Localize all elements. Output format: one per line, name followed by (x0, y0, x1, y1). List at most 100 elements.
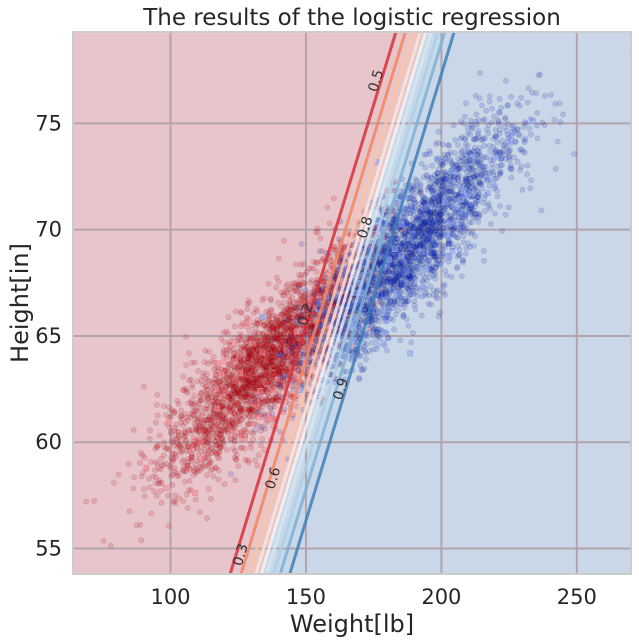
female-point (225, 314, 232, 321)
male-square-point (451, 204, 458, 211)
male-point (486, 93, 493, 100)
male-point (426, 150, 433, 157)
male-point (454, 263, 461, 270)
female-square-point (259, 356, 266, 363)
female-point (232, 477, 239, 484)
male-point (421, 151, 428, 158)
female-point (223, 446, 230, 453)
female-point (247, 409, 254, 416)
female-region (73, 32, 426, 574)
female-point (136, 459, 143, 466)
female-point (171, 464, 178, 471)
male-point (442, 292, 449, 299)
male-point (539, 119, 546, 126)
male-point (518, 163, 525, 170)
female-point (164, 492, 171, 499)
male-point (255, 408, 262, 415)
female-point (171, 497, 178, 504)
male-point (427, 273, 434, 280)
female-point (215, 413, 222, 420)
female-point (252, 384, 259, 391)
female-point (107, 542, 114, 549)
female-point (270, 312, 277, 319)
female-point (141, 493, 148, 500)
female-point (266, 322, 273, 329)
male-square-point (420, 284, 427, 291)
female-point (281, 237, 288, 244)
female-point (245, 356, 252, 363)
female-point (244, 347, 251, 354)
female-point (216, 399, 223, 406)
male-point (429, 199, 436, 206)
female-point (237, 308, 244, 315)
female-point (202, 436, 209, 443)
female-point (273, 329, 280, 336)
female-point (204, 444, 211, 451)
female-point (174, 469, 181, 476)
female-point (215, 423, 222, 430)
female-square-point (201, 427, 208, 434)
female-point (161, 439, 168, 446)
female-point (294, 313, 301, 320)
male-point (471, 135, 478, 142)
female-point (137, 449, 144, 456)
male-point (261, 425, 268, 432)
male-point (473, 111, 480, 118)
male-point (484, 126, 491, 133)
male-point (494, 187, 501, 194)
female-point (175, 400, 182, 407)
male-point (316, 248, 323, 255)
female-point (252, 400, 259, 407)
female-point (238, 432, 245, 439)
female-point (204, 515, 211, 522)
female-point (261, 295, 268, 302)
female-point (274, 322, 281, 329)
male-point (502, 77, 509, 84)
female-point (256, 405, 263, 412)
female-point (208, 495, 215, 502)
male-point (467, 175, 474, 182)
female-point (228, 417, 235, 424)
female-point (285, 312, 292, 319)
female-point (221, 392, 228, 399)
male-point (426, 184, 433, 191)
female-point (202, 392, 209, 399)
male-point (445, 258, 452, 265)
female-point (285, 307, 292, 314)
female-point (88, 579, 93, 584)
female-point (202, 430, 209, 437)
male-point (458, 220, 465, 227)
male-point (418, 207, 425, 214)
female-point (276, 368, 283, 375)
female-point (209, 466, 216, 473)
female-point (237, 391, 244, 398)
male-point (403, 222, 410, 229)
female-point (298, 271, 305, 278)
female-point (183, 385, 190, 392)
female-point (267, 361, 274, 368)
female-point (244, 383, 251, 390)
female-point (268, 380, 275, 387)
female-point (303, 269, 310, 276)
female-point (183, 361, 190, 368)
male-point (440, 182, 447, 189)
female-point (262, 324, 269, 331)
male-point (447, 182, 454, 189)
female-point (275, 299, 282, 306)
female-point (240, 384, 247, 391)
male-point (419, 277, 426, 284)
male-point (497, 155, 504, 162)
male-point (560, 111, 567, 118)
female-point (246, 348, 253, 355)
male-point (519, 186, 526, 193)
female-point (231, 422, 238, 429)
female-point (243, 394, 250, 401)
female-point (254, 379, 261, 386)
male-point (395, 307, 402, 314)
male-point (363, 350, 370, 357)
female-point (317, 235, 324, 242)
female-point (181, 478, 188, 485)
female-point (213, 394, 220, 401)
female-point (254, 308, 261, 315)
female-point (270, 325, 277, 332)
